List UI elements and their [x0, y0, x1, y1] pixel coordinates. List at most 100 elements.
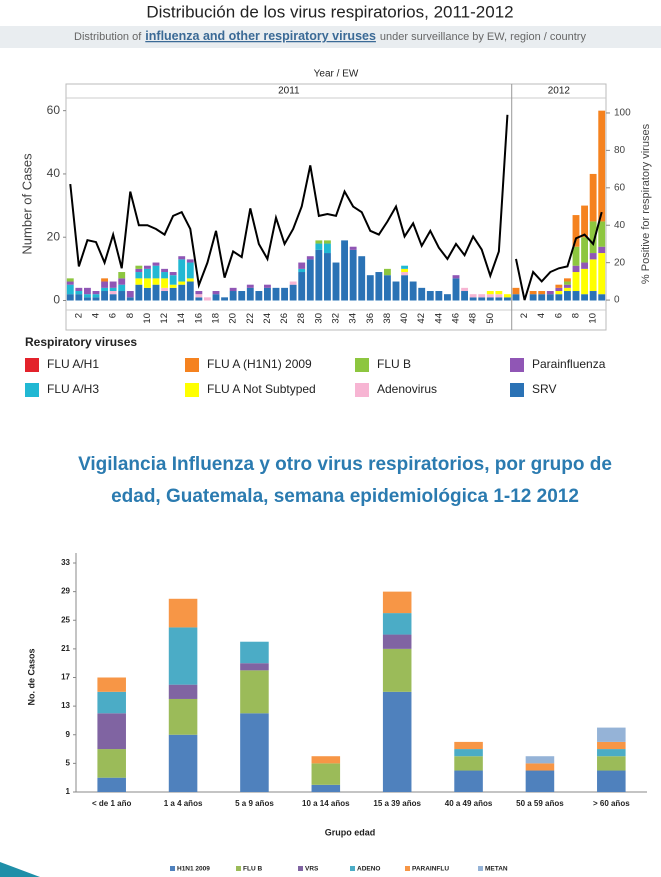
legend-swatch: [298, 866, 303, 871]
bar-segment: [178, 256, 186, 260]
bar-segment: [109, 291, 117, 295]
decoration: [0, 862, 40, 877]
plot-frame: [65, 83, 607, 331]
bar-segment: [75, 294, 83, 301]
x-tick-label: 40 a 49 años: [445, 799, 493, 808]
legend-swatch: [355, 383, 369, 397]
bar-segment: [598, 294, 606, 301]
legend-label: FLU A/H3: [47, 382, 99, 396]
bar-segment: [382, 691, 412, 792]
bar-segment: [101, 281, 108, 288]
x-tick-label: 1 a 4 años: [164, 799, 203, 808]
bar-segment: [168, 598, 198, 628]
bar-segment: [66, 278, 74, 282]
bar-segment: [152, 265, 160, 279]
x-tick-label: 2: [73, 313, 84, 318]
legend-label: VRS: [305, 866, 319, 873]
bar-segment: [315, 249, 323, 301]
bar-segment: [204, 297, 211, 301]
bar-segment: [168, 734, 198, 792]
bar-segment: [306, 259, 314, 301]
x-tick-label: > 60 años: [593, 799, 630, 808]
bar-segment: [382, 591, 412, 614]
bar-segment: [101, 287, 108, 292]
y-tick-label: 0: [53, 293, 60, 307]
bar-segment: [311, 763, 341, 785]
x-tick-label: 50 a 59 años: [516, 799, 564, 808]
x-tick-label: 30: [313, 313, 324, 324]
bar-segment: [384, 275, 391, 301]
bar-segment: [195, 294, 203, 298]
bar-segment: [168, 627, 198, 685]
y-axis-title: Number of Cases: [19, 153, 34, 255]
y-axis-title: No. de Casos: [26, 648, 36, 705]
bar-segment: [546, 294, 554, 301]
bar-segment: [401, 275, 408, 301]
subtitle-band: [0, 26, 661, 48]
bar-segment: [349, 246, 357, 250]
bar-segment: [212, 291, 220, 295]
y2-tick-label: 40: [614, 220, 626, 231]
legend-label: Parainfluenza: [532, 357, 606, 371]
bar-segment: [597, 727, 626, 742]
y-tick-label: 13: [61, 701, 70, 710]
legend-label: FLU A (H1N1) 2009: [207, 357, 312, 371]
subtitle-part: Distribution of: [74, 31, 142, 43]
bar-segment: [109, 294, 117, 301]
bar-segment: [289, 284, 297, 301]
bar-segment: [495, 297, 503, 301]
bar-segment: [240, 713, 269, 792]
legend-swatch: [478, 866, 483, 871]
bar-segment: [589, 173, 597, 222]
bar-segment: [597, 741, 626, 750]
bar-segment: [144, 265, 151, 269]
bar-segment: [454, 749, 483, 757]
bar-segment: [324, 243, 331, 254]
bar-segment: [126, 297, 134, 301]
bar-segment: [264, 287, 271, 301]
bar-segment: [504, 294, 511, 298]
bar-segment: [315, 240, 323, 244]
legend-swatch: [25, 358, 39, 372]
bar-segment: [101, 278, 108, 282]
bar-segment: [461, 287, 468, 292]
bar-segment: [589, 253, 597, 260]
x-group-label: 2011: [278, 86, 300, 97]
bar-segment: [486, 297, 494, 301]
legend-swatch: [510, 358, 524, 372]
y-tick-label: 5: [66, 758, 71, 767]
bar-segment: [581, 268, 588, 295]
x-tick-label: 38: [382, 313, 393, 324]
bar-segment: [246, 287, 254, 301]
bar-segment: [454, 770, 483, 792]
bar-segment: [118, 284, 126, 292]
bar-segment: [240, 641, 269, 664]
x-tick-label: 2: [519, 313, 530, 318]
x-tick-label: 28: [296, 313, 307, 324]
bar-segment: [126, 291, 134, 298]
chart-title: Vigilancia Influenza y otro virus respir…: [78, 454, 612, 475]
bar-segment: [572, 291, 580, 301]
bar-segment: [135, 268, 143, 273]
bar-segment: [384, 268, 391, 276]
legend-label: Adenovirus: [377, 382, 437, 396]
bar-segment: [564, 284, 571, 288]
bar-segment: [332, 262, 340, 301]
bar-segment: [401, 268, 408, 273]
x-tick-label: 46: [451, 313, 462, 324]
bar-segment: [66, 281, 74, 285]
x-tick-label: < de 1 año: [92, 799, 131, 808]
bar-segment: [529, 291, 537, 295]
bar-segment: [289, 281, 297, 285]
bar-segment: [478, 294, 486, 298]
bar-segment: [97, 691, 126, 714]
bar-segment: [538, 291, 546, 295]
y-tick-label: 25: [61, 615, 70, 624]
bar-segment: [92, 297, 100, 301]
x-tick-label: 6: [553, 313, 564, 318]
bar-segment: [454, 756, 483, 771]
legend-swatch: [170, 866, 175, 871]
bar-segment: [409, 281, 417, 301]
bar-segment: [118, 278, 126, 285]
bar-segment: [581, 205, 588, 238]
